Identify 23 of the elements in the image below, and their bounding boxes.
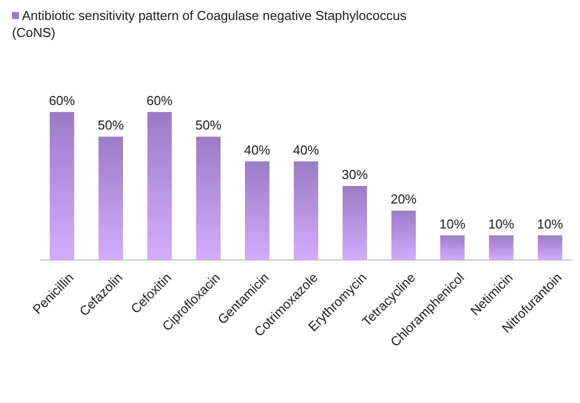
- data-label: 60%: [48, 93, 76, 108]
- bar: [196, 136, 221, 260]
- data-label: 40%: [244, 142, 271, 158]
- data-label: 10%: [537, 216, 564, 232]
- bar: [440, 235, 465, 260]
- bar: [489, 235, 514, 260]
- data-label: 40%: [292, 142, 320, 158]
- data-label: 30%: [342, 167, 368, 182]
- bar: [342, 186, 368, 260]
- bar: [98, 136, 123, 260]
- data-label: 10%: [439, 216, 466, 232]
- bar: [391, 210, 416, 260]
- bar: [538, 235, 562, 260]
- data-label: 60%: [146, 93, 174, 108]
- bar: [147, 112, 172, 260]
- bar: [294, 161, 318, 260]
- data-label: 10%: [488, 216, 515, 232]
- legend-label: Antibiotic sensitivity pattern of Coagulase negative Staphylococcus (CoNS): [12, 8, 407, 40]
- data-label: 50%: [195, 118, 222, 133]
- data-label: 20%: [390, 192, 418, 207]
- bar: [244, 161, 270, 260]
- data-label: 50%: [98, 118, 124, 133]
- bar: [50, 112, 74, 260]
